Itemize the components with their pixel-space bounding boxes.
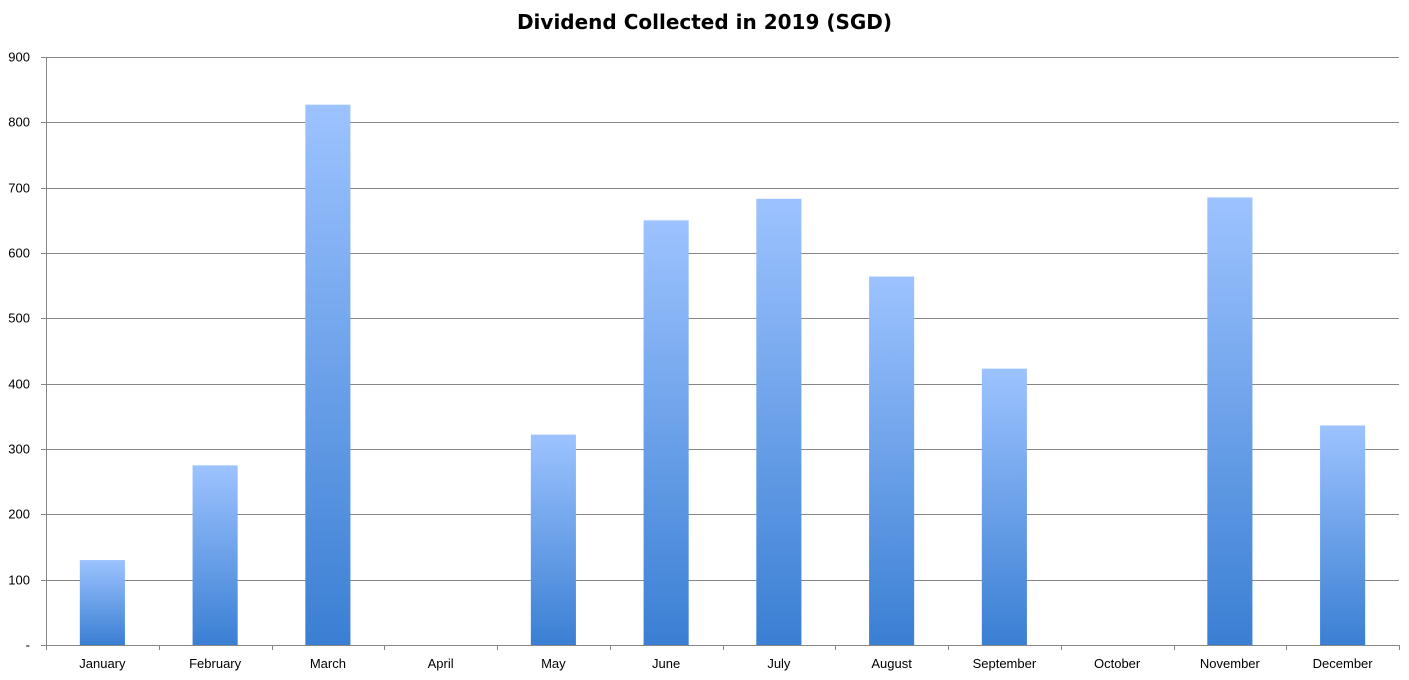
- y-tick-label: 800: [8, 115, 30, 130]
- bar-march: [305, 104, 351, 645]
- bar-november: [1207, 197, 1253, 645]
- x-tick-label: August: [871, 656, 912, 671]
- bar-january: [79, 560, 125, 645]
- x-tick-label: September: [973, 656, 1037, 671]
- bar-august: [869, 276, 915, 645]
- y-tick-label: 700: [8, 181, 30, 196]
- y-tick-label: 100: [8, 573, 30, 588]
- x-tick-label: June: [652, 656, 680, 671]
- bar-june: [643, 220, 689, 646]
- y-tick-label: 300: [8, 442, 30, 457]
- tick-labels: - 100 200 300 400 500 600 700 800 900 January Febru…: [8, 50, 1373, 672]
- x-tick-label: February: [189, 656, 242, 671]
- y-tick-label: -: [26, 638, 30, 653]
- y-tick-label: 600: [8, 246, 30, 261]
- x-tick-label: October: [1094, 656, 1141, 671]
- bar-february: [192, 465, 238, 645]
- chart-title: Dividend Collected in 2019 (SGD): [516, 10, 893, 34]
- x-tick-label: May: [541, 656, 566, 671]
- bar-september: [981, 368, 1027, 645]
- bar-july: [756, 198, 802, 646]
- y-tick-label: 200: [8, 507, 30, 522]
- gridlines: [46, 57, 1399, 581]
- bar-may: [530, 434, 576, 645]
- x-tick-label: December: [1313, 656, 1374, 671]
- x-tick-label: March: [310, 656, 346, 671]
- y-tick-label: 400: [8, 377, 30, 392]
- x-tick-label: April: [428, 656, 454, 671]
- y-tick-label: 900: [8, 50, 30, 65]
- y-tick-label: 500: [8, 311, 30, 326]
- axes: [41, 57, 1400, 650]
- bars: [79, 104, 1366, 646]
- x-tick-label: November: [1200, 656, 1261, 671]
- x-tick-label: July: [767, 656, 791, 671]
- x-tick-label: January: [79, 656, 126, 671]
- bar-december: [1320, 425, 1366, 645]
